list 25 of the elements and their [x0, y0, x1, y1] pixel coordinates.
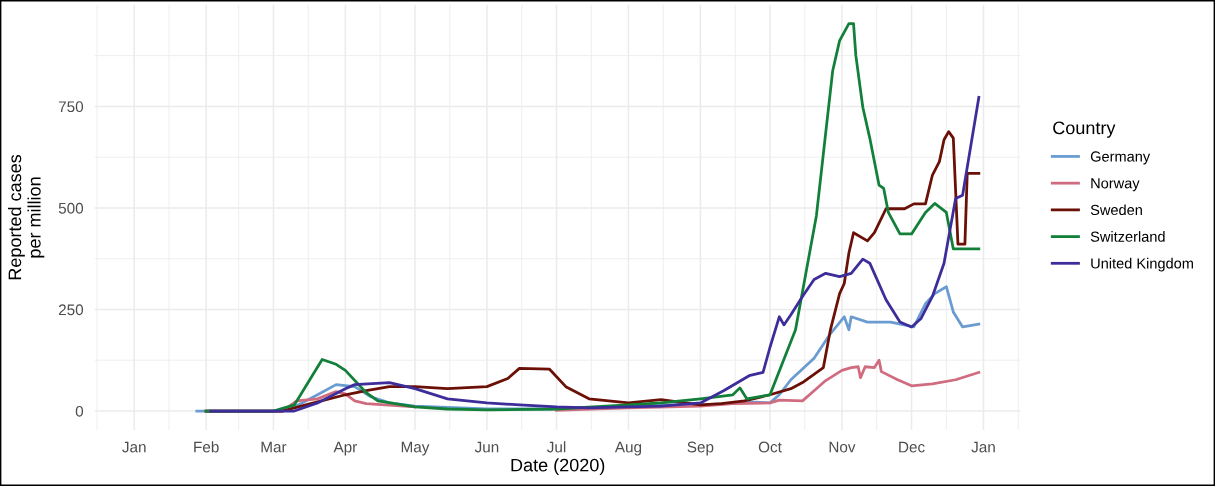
x-tick-label: May: [401, 441, 430, 456]
x-tick-label: Jan: [971, 441, 995, 453]
y-tick-label: 500: [58, 202, 84, 214]
legend-label: Sweden: [1090, 204, 1142, 216]
x-tick-label: Dec: [899, 441, 925, 453]
y-tick-label: 750: [58, 101, 84, 113]
legend-label: Switzerland: [1090, 231, 1165, 242]
x-axis-title: Date (2020): [511, 458, 605, 476]
legend-label: Norway: [1091, 178, 1140, 192]
x-tick-label: Jun: [474, 441, 499, 453]
x-tick-label: Apr: [333, 441, 357, 456]
legend-title: Country: [1053, 121, 1116, 138]
x-tick-label: Jan: [122, 441, 146, 453]
x-tick-label: Sep: [687, 441, 714, 456]
x-tick-label: Jul: [547, 441, 566, 453]
y-tick-label: 0: [75, 405, 84, 417]
y-axis-title: Reported cases per million: [8, 154, 45, 280]
legend-label: Germany: [1090, 151, 1151, 165]
x-tick-label: Aug: [614, 441, 642, 456]
legend-label: United Kingdom: [1091, 257, 1193, 272]
y-tick-label: 250: [58, 304, 84, 316]
x-tick-label: Nov: [829, 441, 856, 453]
x-tick-label: Oct: [758, 441, 782, 453]
x-tick-label: Feb: [194, 441, 219, 453]
x-tick-label: Mar: [261, 441, 287, 453]
